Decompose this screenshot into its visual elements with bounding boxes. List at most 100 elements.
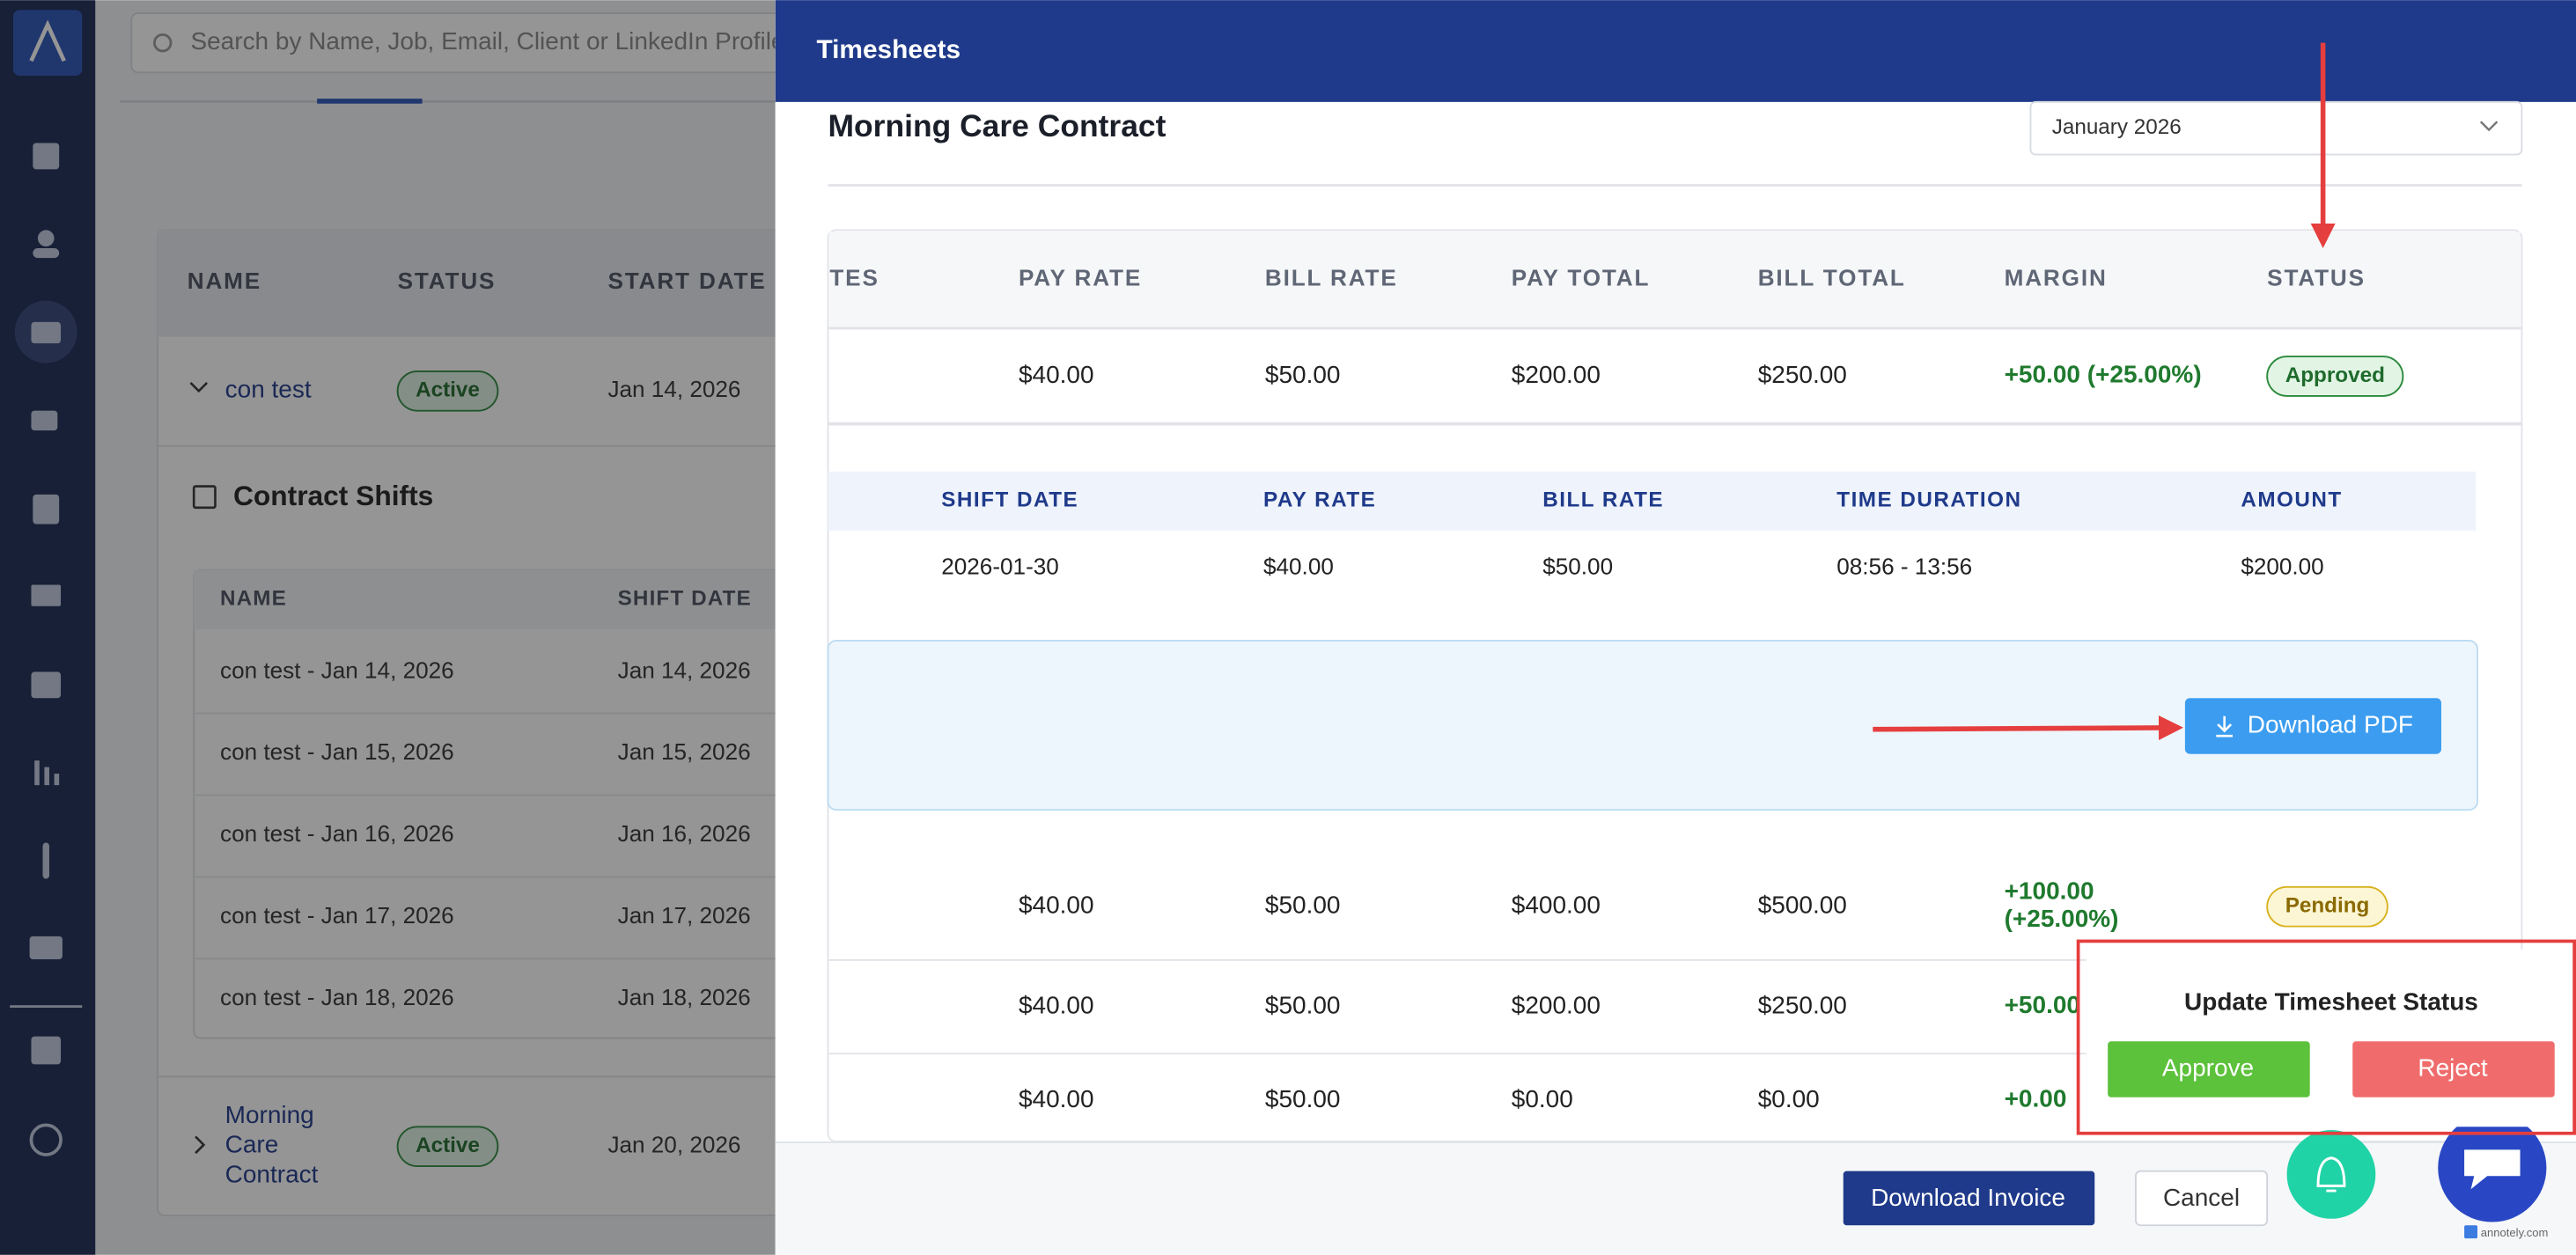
column-header: MARGIN	[2005, 264, 2108, 290]
divider	[10, 1005, 83, 1008]
table-header	[829, 231, 2521, 329]
row-line	[828, 1053, 2522, 1055]
section-title: Contract Shifts	[233, 480, 433, 511]
shift-date: Jan 16, 2026	[618, 820, 751, 847]
shifts-header	[194, 569, 776, 629]
modal-footer	[775, 1141, 2576, 1255]
collapse-icon	[195, 1135, 206, 1155]
status-text: Active	[416, 378, 480, 402]
watermark: annotely.com	[2481, 1226, 2549, 1239]
search-box[interactable]	[130, 12, 821, 74]
cell: $200.00	[1512, 361, 1601, 388]
cell: $250.00	[1758, 361, 1847, 388]
status-text: Pending	[2285, 894, 2370, 918]
shift-name: con test - Jan 17, 2026	[220, 902, 454, 928]
contract-title: Morning Care Contract	[828, 108, 1167, 143]
approve-button[interactable]	[2108, 1041, 2310, 1097]
margin-line: +50.00 (+25.00%)	[2005, 361, 2202, 388]
status-badge	[2266, 885, 2388, 928]
shift-header: BILL RATE	[1542, 488, 1664, 512]
column-header: NAME	[220, 587, 287, 611]
cancel-button[interactable]	[2134, 1170, 2269, 1227]
tabs-line	[120, 99, 776, 103]
shift-date: Jan 15, 2026	[618, 738, 751, 765]
cell: $50.00	[1265, 361, 1341, 388]
shift-cell: $200.00	[2241, 554, 2323, 580]
reject-button[interactable]	[2352, 1041, 2555, 1097]
shift-name: con test - Jan 18, 2026	[220, 984, 454, 1010]
shift-date: Jan 17, 2026	[618, 902, 751, 928]
status-text: Active	[416, 1134, 480, 1157]
icon	[31, 1036, 62, 1065]
icon	[54, 774, 60, 786]
contract-name-line: Morning	[225, 1101, 314, 1128]
margin-line: +50.00	[2005, 991, 2080, 1018]
start-date: Jan 14, 2026	[607, 376, 740, 402]
status-badge	[2266, 356, 2404, 397]
search-icon	[153, 33, 173, 53]
column-header: PAY RATE	[1019, 264, 1142, 290]
popup-title: Update Timesheet Status	[2184, 988, 2478, 1016]
cell: $40.00	[1019, 1085, 1094, 1112]
icon	[31, 321, 62, 344]
margin-line: +100.00	[2005, 877, 2094, 905]
chat-icon	[2464, 1149, 2521, 1190]
cell: $0.00	[1758, 1085, 1820, 1112]
icon	[34, 760, 40, 786]
cell: $250.00	[1758, 991, 1847, 1018]
column-header: BILL TOTAL	[1758, 264, 1906, 290]
download-pdf-button[interactable]	[2184, 698, 2441, 754]
notification-button[interactable]	[2286, 1130, 2376, 1219]
shift-cell: 2026-01-30	[941, 554, 1059, 580]
cell: $500.00	[1758, 892, 1847, 919]
approve-label: Approve	[2162, 1053, 2254, 1081]
icon	[31, 672, 62, 699]
cell: $200.00	[1512, 991, 1601, 1018]
icon	[33, 494, 60, 525]
margin: +100.00 (+25.00%)	[2005, 877, 2119, 933]
margin: +50.00 (+25.00%)	[2005, 361, 2202, 388]
column-header: TES	[829, 264, 879, 290]
column-header: BILL RATE	[1265, 264, 1398, 290]
column-header: PAY TOTAL	[1512, 264, 1651, 290]
shift-header: TIME DURATION	[1836, 488, 2021, 512]
active-tab	[317, 99, 423, 104]
shift-cell: 08:56 - 13:56	[1836, 554, 1972, 580]
cell: $50.00	[1265, 1085, 1341, 1112]
shift-name: con test - Jan 14, 2026	[220, 657, 454, 683]
annotation-arrow	[1873, 715, 2184, 740]
row-line	[828, 958, 2522, 961]
row-line	[195, 794, 776, 796]
month-select[interactable]	[2029, 100, 2523, 156]
shift-date: Jan 14, 2026	[618, 657, 751, 683]
row-line	[158, 1075, 776, 1078]
shift-date: Jan 18, 2026	[618, 984, 751, 1010]
pdf-box	[827, 639, 2478, 811]
contract-name-line: Contract	[225, 1161, 319, 1188]
margin-line: +0.00	[2005, 1085, 2067, 1112]
shift-cell: $40.00	[1263, 554, 1334, 580]
icon	[37, 230, 55, 247]
icon	[29, 936, 63, 959]
row-line	[828, 327, 2522, 330]
shift-header	[828, 471, 2477, 531]
margin-line: (+25.00%)	[2005, 905, 2119, 932]
footer-line	[775, 1141, 2576, 1143]
popup-body	[2086, 949, 2570, 1127]
modal: TES PAY RATE BILL RATE PAY TOTAL BILL TOTAL M…	[775, 0, 2576, 1255]
chevron	[2479, 121, 2499, 132]
status-badge	[396, 370, 499, 412]
cell: $40.00	[1019, 892, 1094, 919]
download-invoice-button[interactable]	[1843, 1171, 2095, 1226]
search-placeholder: Search by Name, Job, Email, Client or Li…	[190, 27, 784, 55]
calendar-icon	[192, 485, 217, 510]
cell: $50.00	[1265, 991, 1341, 1018]
contract-name-line: Care	[225, 1131, 279, 1158]
background-text: Search by Name, Job, Email, Client or Li…	[188, 27, 784, 1188]
month-value: January 2026	[2052, 115, 2182, 139]
status-text: Approved	[2285, 363, 2385, 387]
column-header: SHIFT DATE	[618, 587, 752, 611]
shift-name: con test - Jan 16, 2026	[220, 820, 454, 847]
contract-name: con test	[225, 376, 312, 403]
